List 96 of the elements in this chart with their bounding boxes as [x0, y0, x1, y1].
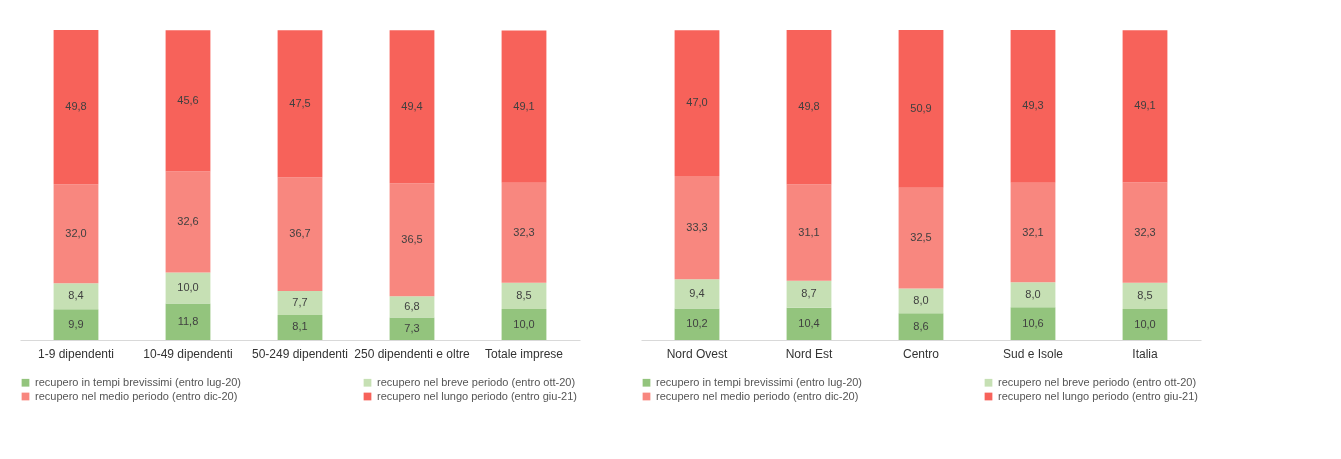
bar	[674, 279, 720, 309]
data-label: 32,6	[177, 215, 199, 228]
bar	[898, 187, 944, 289]
bar	[501, 309, 547, 340]
bar	[53, 309, 99, 340]
data-label: 8,0	[913, 293, 929, 306]
x-tick-label: Totale imprese	[484, 346, 564, 361]
data-label: 10,0	[513, 317, 535, 330]
data-label: 7,3	[404, 321, 420, 334]
x-tick-label: Nord Est	[785, 346, 833, 361]
bar	[389, 30, 435, 184]
bar	[898, 313, 944, 340]
x-tick-label: Sud e Isole	[1002, 346, 1064, 361]
data-label: 7,7	[292, 295, 308, 308]
data-label: 49,1	[1134, 99, 1156, 112]
bar	[277, 314, 323, 340]
bar	[389, 183, 435, 297]
bar	[786, 30, 832, 185]
bar	[1122, 282, 1168, 309]
data-label: 49,1	[513, 99, 535, 112]
data-label: 8,5	[516, 288, 532, 301]
data-label: 49,8	[65, 100, 87, 113]
x-tick-label: Italia	[1132, 346, 1158, 361]
bar	[53, 184, 99, 284]
data-label: 8,4	[68, 289, 84, 302]
bar	[786, 184, 832, 281]
data-label: 49,4	[401, 99, 423, 112]
bar	[277, 30, 323, 178]
x-tick-label: Centro	[902, 346, 940, 361]
bar	[898, 30, 944, 188]
data-label: 47,0	[686, 96, 708, 109]
data-label: 10,0	[177, 280, 199, 293]
data-label: 32,5	[910, 231, 932, 244]
bar	[53, 283, 99, 310]
x-tick-label: 250 dipendenti e oltre	[354, 346, 471, 361]
bar	[1010, 30, 1056, 183]
bar	[277, 177, 323, 292]
x-tick-label: 1-9 dipendenti	[37, 346, 115, 361]
legend-label: recupero nel lungo periodo (entro giu-21)	[998, 389, 1198, 402]
bar	[786, 280, 832, 308]
bar	[501, 30, 547, 183]
bar	[165, 272, 211, 304]
x-tick-label: Nord Ovest	[666, 346, 729, 361]
data-label: 8,1	[292, 320, 308, 333]
data-label: 36,7	[289, 227, 311, 240]
data-label: 33,3	[686, 220, 708, 233]
legend-label: recupero in tempi brevissimi (entro lug-20)	[656, 375, 863, 388]
x-tick-label: 10-49 dipendenti	[143, 346, 233, 361]
bar	[1122, 30, 1168, 183]
data-label: 10,0	[1134, 317, 1156, 330]
x-tick-label: 50-249 dipendenti	[251, 346, 349, 361]
bar	[165, 303, 211, 340]
bar	[1010, 307, 1056, 340]
bar	[165, 30, 211, 172]
bar	[1122, 309, 1168, 340]
bar	[674, 30, 720, 177]
bar	[1122, 182, 1168, 283]
legend-label: recupero in tempi brevissimi (entro lug-20)	[35, 375, 242, 388]
data-label: 8,5	[1137, 288, 1153, 301]
data-label: 49,3	[1022, 99, 1044, 112]
bar	[53, 30, 99, 185]
data-label: 49,8	[798, 100, 820, 113]
legend-label: recupero nel breve periodo (entro ott-20)	[998, 375, 1197, 388]
data-label: 9,4	[689, 286, 705, 299]
bar	[1010, 282, 1056, 308]
legend-label: recupero nel breve periodo (entro ott-20)	[377, 375, 576, 388]
bar	[165, 171, 211, 273]
data-label: 32,3	[1134, 225, 1156, 238]
bar	[501, 182, 547, 283]
data-label: 8,7	[801, 287, 817, 300]
data-label: 32,3	[513, 225, 535, 238]
data-label: 6,8	[404, 299, 420, 312]
data-label: 45,6	[177, 93, 199, 106]
legend-label: recupero nel medio periodo (entro dic-20)	[35, 389, 238, 402]
data-label: 47,5	[289, 96, 311, 109]
bar	[674, 176, 720, 280]
legend-label: recupero nel lungo periodo (entro giu-21)	[377, 389, 577, 402]
data-label: 11,8	[177, 314, 199, 327]
data-label: 8,0	[1025, 287, 1041, 300]
bar	[786, 307, 832, 340]
bar	[674, 308, 720, 340]
data-label: 10,6	[1022, 316, 1044, 329]
data-label: 36,5	[401, 232, 423, 245]
data-label: 10,2	[686, 317, 708, 330]
bar	[389, 317, 435, 340]
bar	[1010, 182, 1056, 283]
data-label: 31,1	[798, 225, 820, 238]
data-label: 10,4	[798, 316, 820, 329]
data-label: 32,0	[65, 226, 87, 239]
data-label: 50,9	[910, 101, 932, 114]
bar	[501, 282, 547, 310]
data-label: 9,9	[68, 317, 84, 330]
legend-label: recupero nel medio periodo (entro dic-20)	[656, 389, 859, 402]
data-label: 8,6	[913, 319, 929, 332]
data-label: 32,1	[1022, 225, 1044, 238]
bar	[277, 291, 323, 315]
